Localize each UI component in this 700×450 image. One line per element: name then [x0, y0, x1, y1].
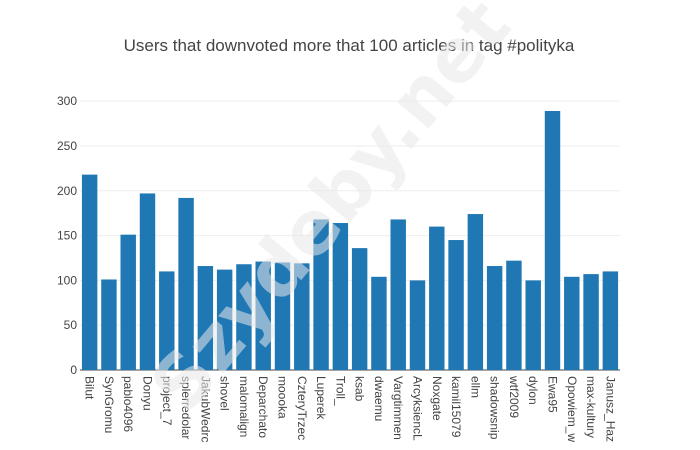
x-tick-label: SynGromu — [102, 376, 116, 433]
x-tick-label: Noxgate — [430, 376, 444, 421]
bar-moooka[interactable] — [274, 262, 291, 370]
x-tick-label: Donyu — [141, 376, 155, 411]
x-tick-label: splerredolar — [179, 376, 193, 439]
bar-splerredolan[interactable] — [178, 197, 194, 370]
bar-pablo4096[interactable] — [120, 234, 136, 370]
bar-Ewa95[interactable] — [544, 110, 561, 370]
x-tick-label: dwaemu — [372, 376, 386, 421]
bar-CzteryTrzeciLaki[interactable] — [294, 263, 310, 370]
bar-Noxgate[interactable] — [429, 226, 445, 370]
x-tick-label: kamil15079 — [449, 376, 463, 438]
y-tick-label: 50 — [64, 318, 78, 332]
bar-Arcykslencler[interactable] — [409, 280, 426, 370]
bar-ksab[interactable] — [351, 248, 368, 370]
bar-Luperek[interactable] — [313, 219, 329, 370]
x-tick-label: pablo4096 — [121, 376, 135, 432]
bar-shovel[interactable] — [216, 269, 233, 370]
bar-wtf2009[interactable] — [506, 260, 522, 370]
bar-ellm[interactable] — [467, 214, 484, 370]
chart-title: Users that downvoted more that 100 artic… — [124, 36, 575, 55]
x-tick-label: dylon — [526, 376, 540, 405]
bar-Deparchato[interactable] — [255, 261, 271, 370]
x-tick-label: Bilut — [83, 376, 97, 400]
bar-SynGromu[interactable] — [101, 279, 117, 370]
y-tick-label: 200 — [57, 184, 77, 198]
x-tick-label: Janusz_Haz — [603, 376, 617, 442]
x-tick-label: Ewa95 — [546, 376, 560, 413]
x-tick-label: Luperek — [314, 376, 328, 420]
bar-Janusz_Hazard[interactable] — [602, 271, 619, 370]
x-tick-label: max-kultury — [584, 376, 598, 438]
y-tick-label: 300 — [57, 94, 77, 108]
bar-shadowsnipe[interactable] — [486, 266, 503, 370]
x-tick-label: Deparchato — [256, 376, 270, 438]
bar-max-kultury[interactable] — [583, 274, 599, 370]
x-axis-ticks: Bilut SynGromu pablo4096 Donyu project_7 sple… — [83, 375, 618, 442]
x-tick-label: shadowsnip — [488, 376, 502, 440]
x-tick-label: malomalign — [237, 376, 251, 437]
bar-project_7[interactable] — [159, 271, 175, 370]
x-tick-label: ksab — [353, 376, 367, 402]
y-tick-label: 0 — [70, 363, 77, 377]
x-tick-label: moooka — [276, 376, 290, 419]
bar-malomalgner[interactable] — [236, 264, 252, 370]
bar-Troll_[interactable] — [332, 223, 349, 370]
bar-Donyu[interactable] — [139, 193, 156, 370]
y-axis-ticks: 0 50 100 150 200 250 300 — [57, 94, 77, 377]
x-tick-label: Troll_ — [333, 376, 347, 406]
bar-dylon[interactable] — [525, 280, 541, 370]
x-tick-label: ArcyksiencL — [411, 376, 425, 441]
x-tick-label: ellm — [468, 376, 482, 398]
bar-Vargtimmen[interactable] — [390, 219, 406, 370]
x-tick-label: Opowiem_w — [565, 376, 579, 442]
x-tick-label: wtf2009 — [507, 375, 521, 418]
y-tick-label: 250 — [57, 139, 77, 153]
y-tick-label: 150 — [57, 229, 77, 243]
bar-JakubWedrowycz[interactable] — [197, 266, 214, 370]
y-tick-label: 100 — [57, 273, 77, 287]
x-tick-label: CzteryTrzec — [295, 376, 309, 440]
bar-Opowiem_wam[interactable] — [564, 276, 580, 370]
bars — [81, 110, 619, 370]
x-tick-label: Vargtimmen — [391, 376, 405, 440]
bar-dwaemu[interactable] — [371, 276, 387, 370]
bar-Bilut[interactable] — [81, 174, 98, 370]
bar-kamil15079[interactable] — [448, 240, 464, 370]
x-tick-label: JakubWedrc — [198, 376, 212, 442]
x-tick-label: shovel — [218, 376, 232, 411]
x-tick-label: project_7 — [160, 376, 174, 426]
